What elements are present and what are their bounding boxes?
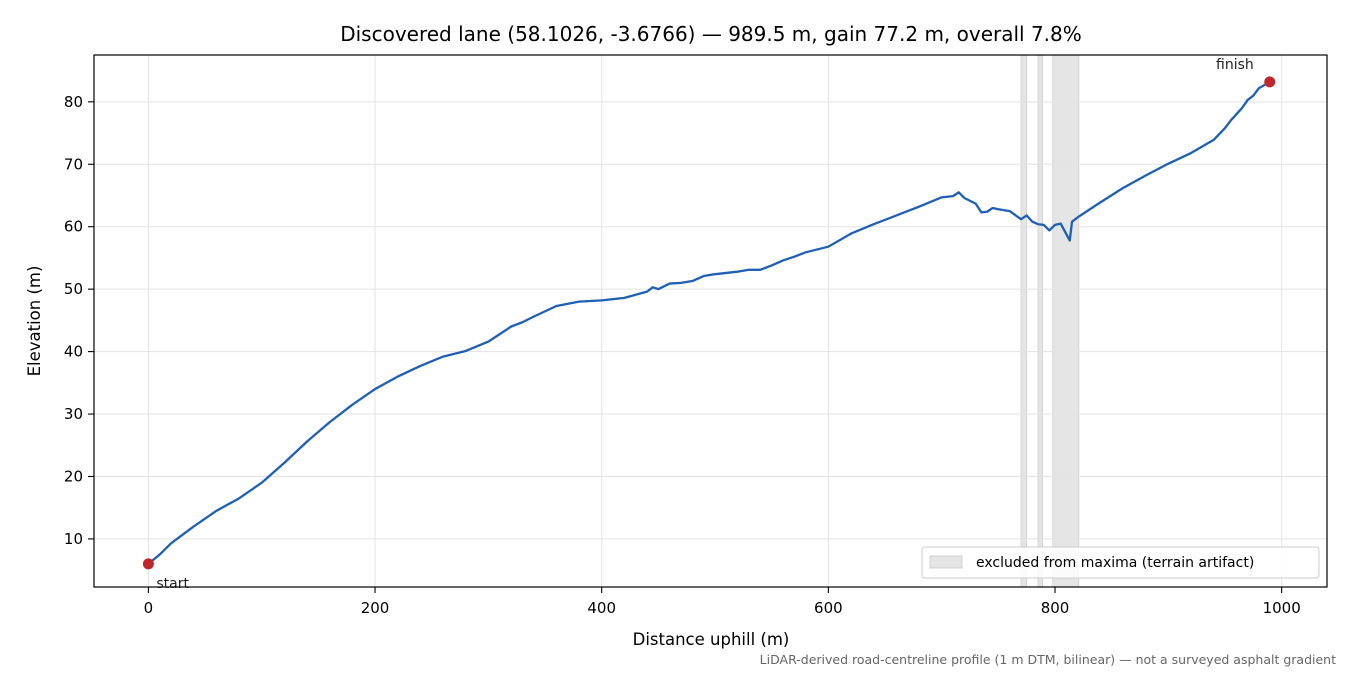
- finish-label: finish: [1216, 57, 1254, 73]
- x-tick-label: 0: [144, 599, 154, 617]
- legend: excluded from maxima (terrain artifact): [921, 546, 1320, 579]
- y-tick-label: 20: [64, 467, 83, 485]
- x-tick-label: 400: [587, 599, 616, 617]
- y-tick-label: 40: [64, 343, 83, 361]
- x-tick-label: 800: [1041, 599, 1070, 617]
- legend-box: [921, 546, 1320, 579]
- x-axis-ticks: 0 200 400 600 800 1000: [144, 587, 1301, 617]
- start-marker: [142, 558, 154, 570]
- x-tick-label: 1000: [1263, 599, 1301, 617]
- y-tick-label: 70: [64, 155, 83, 173]
- legend-band-swatch: [929, 555, 963, 569]
- x-tick-label: 600: [814, 599, 843, 617]
- y-axis-label: Elevation (m): [25, 266, 44, 377]
- finish-marker: [1264, 76, 1276, 88]
- y-tick-label: 30: [64, 405, 83, 423]
- series-layer: [147, 80, 1271, 566]
- footnote: LiDAR-derived road-centreline profile (1…: [760, 652, 1336, 667]
- y-tick-label: 80: [64, 93, 83, 111]
- excluded-band-0: [1020, 54, 1028, 588]
- y-tick-label: 10: [64, 530, 83, 548]
- excluded-band-1: [1037, 54, 1043, 588]
- x-axis-label: Distance uphill (m): [633, 630, 790, 649]
- x-tick-label: 200: [361, 599, 390, 617]
- excluded-band-2: [1052, 54, 1080, 588]
- plot-frame: [93, 54, 1328, 588]
- y-tick-label: 60: [64, 218, 83, 236]
- start-label: start: [156, 576, 189, 592]
- y-axis-ticks: 10 20 30 40 50 60 70 80: [64, 93, 94, 548]
- markers-layer: start finish: [142, 57, 1276, 592]
- elevation-series-line-0: [147, 80, 1271, 566]
- grid-lines: [94, 55, 1327, 587]
- y-tick-label: 50: [64, 280, 83, 298]
- chart-title: Discovered lane (58.1026, -3.6766) — 989…: [340, 22, 1082, 46]
- legend-entry-excluded: excluded from maxima (terrain artifact): [976, 555, 1254, 571]
